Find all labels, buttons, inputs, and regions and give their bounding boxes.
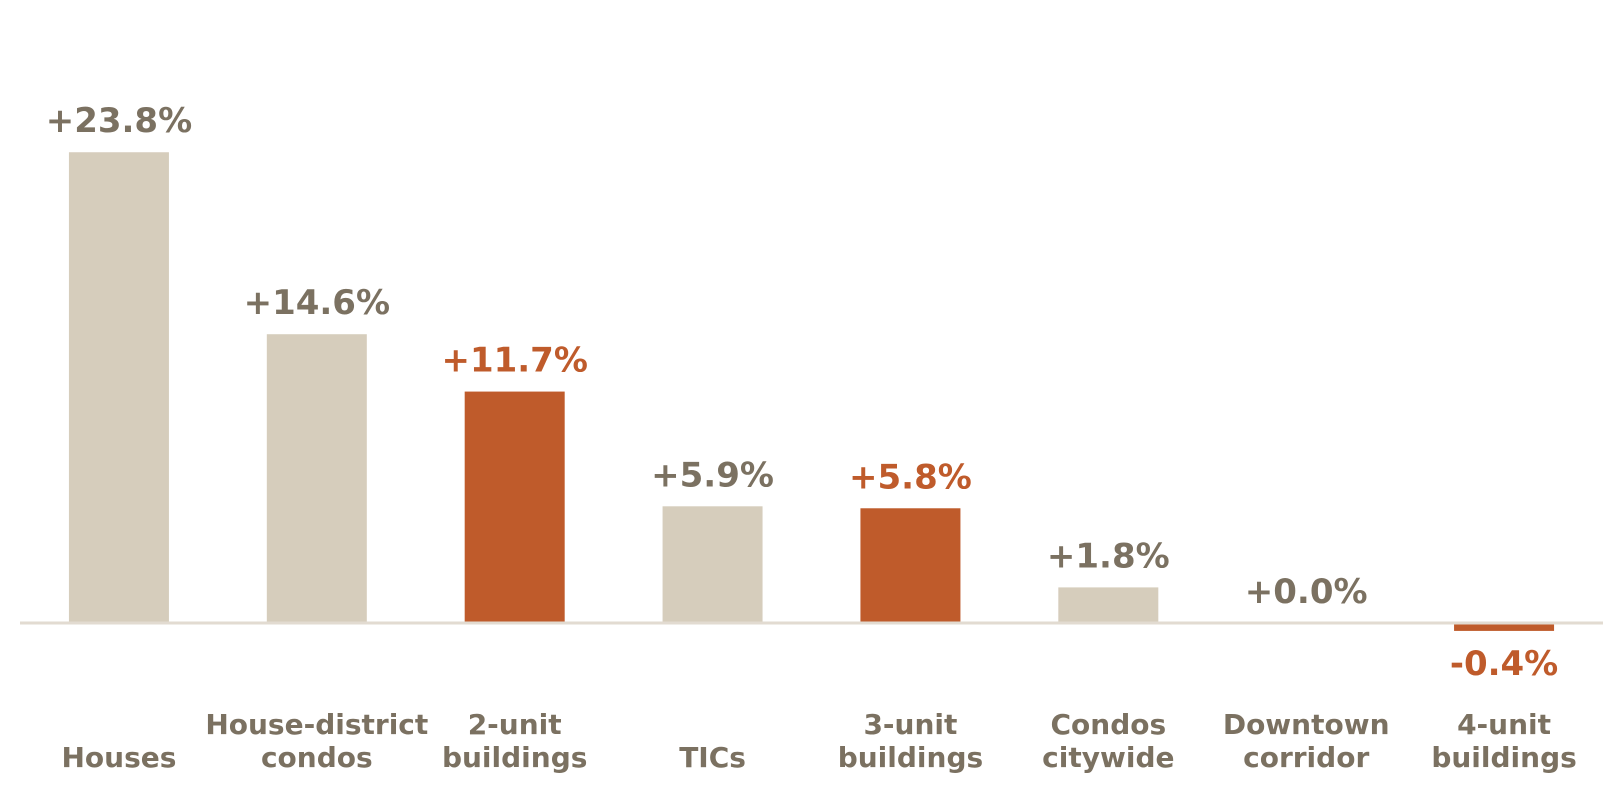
value-label: +23.8%	[46, 101, 192, 141]
category-label: Downtown	[1223, 708, 1390, 741]
category-label: 3-unit	[863, 708, 957, 741]
value-label: +5.9%	[651, 455, 774, 495]
value-label: +0.0%	[1245, 572, 1368, 612]
value-label: +14.6%	[244, 283, 390, 323]
category-label: buildings	[1431, 741, 1576, 774]
category-label: condos	[261, 741, 373, 774]
value-label: +1.8%	[1047, 536, 1170, 576]
category-labels-group: HousesHouse-districtcondos2-unitbuilding…	[61, 708, 1576, 774]
category-label: 2-unit	[468, 708, 562, 741]
category-label: buildings	[838, 741, 983, 774]
bar	[68, 152, 169, 623]
bar	[1058, 587, 1159, 623]
bar	[1454, 623, 1555, 631]
value-labels-group: +23.8% +14.6% +11.7% +5.9% +5.8% +1.8% +0.0% -0…	[46, 101, 1559, 684]
category-label: corridor	[1243, 741, 1369, 774]
value-label: -0.4%	[1450, 644, 1558, 684]
bar	[662, 506, 763, 623]
value-label: +11.7%	[441, 341, 587, 381]
bar	[464, 391, 565, 623]
bar	[266, 334, 367, 623]
bars-group	[68, 152, 1555, 631]
category-label: citywide	[1042, 741, 1174, 774]
bar	[860, 508, 961, 623]
category-label: TICs	[679, 741, 746, 774]
category-label: buildings	[442, 741, 587, 774]
value-label: +5.8%	[849, 457, 972, 497]
category-label: Condos	[1050, 708, 1166, 741]
category-label: Houses	[61, 741, 176, 774]
category-label: House-district	[205, 708, 428, 741]
category-label: 4-unit	[1457, 708, 1551, 741]
